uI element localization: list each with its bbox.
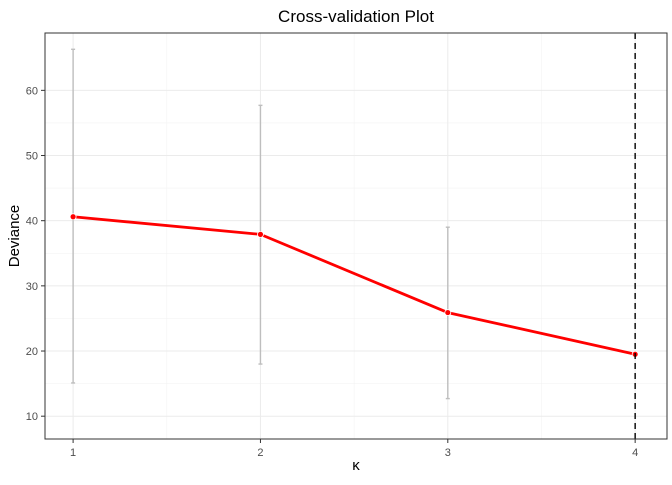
y-tick-label: 30 [26, 281, 38, 293]
grid-lines [45, 33, 667, 439]
y-tick-label: 40 [26, 216, 38, 228]
data-point [444, 309, 452, 316]
x-tick-label: 4 [632, 447, 638, 459]
x-tick-label: 3 [445, 447, 451, 459]
x-axis-title: κ [352, 457, 360, 474]
y-axis-title: Deviance [6, 205, 23, 268]
series-layer [69, 213, 639, 358]
axis-ticks: 10 20 30 40 50 60 1 2 3 4 [26, 85, 638, 459]
panel-border [44, 32, 668, 440]
data-point [257, 230, 264, 238]
y-tick-label: 10 [26, 411, 38, 423]
x-tick-label: 1 [70, 447, 76, 459]
data-point [69, 213, 77, 221]
y-tick-label: 50 [26, 151, 38, 163]
series-line [72, 215, 636, 356]
chart-title: Cross-validation Plot [278, 7, 434, 26]
y-tick-label: 20 [26, 346, 38, 358]
y-tick-label: 60 [26, 85, 38, 97]
x-tick-label: 2 [257, 447, 263, 459]
